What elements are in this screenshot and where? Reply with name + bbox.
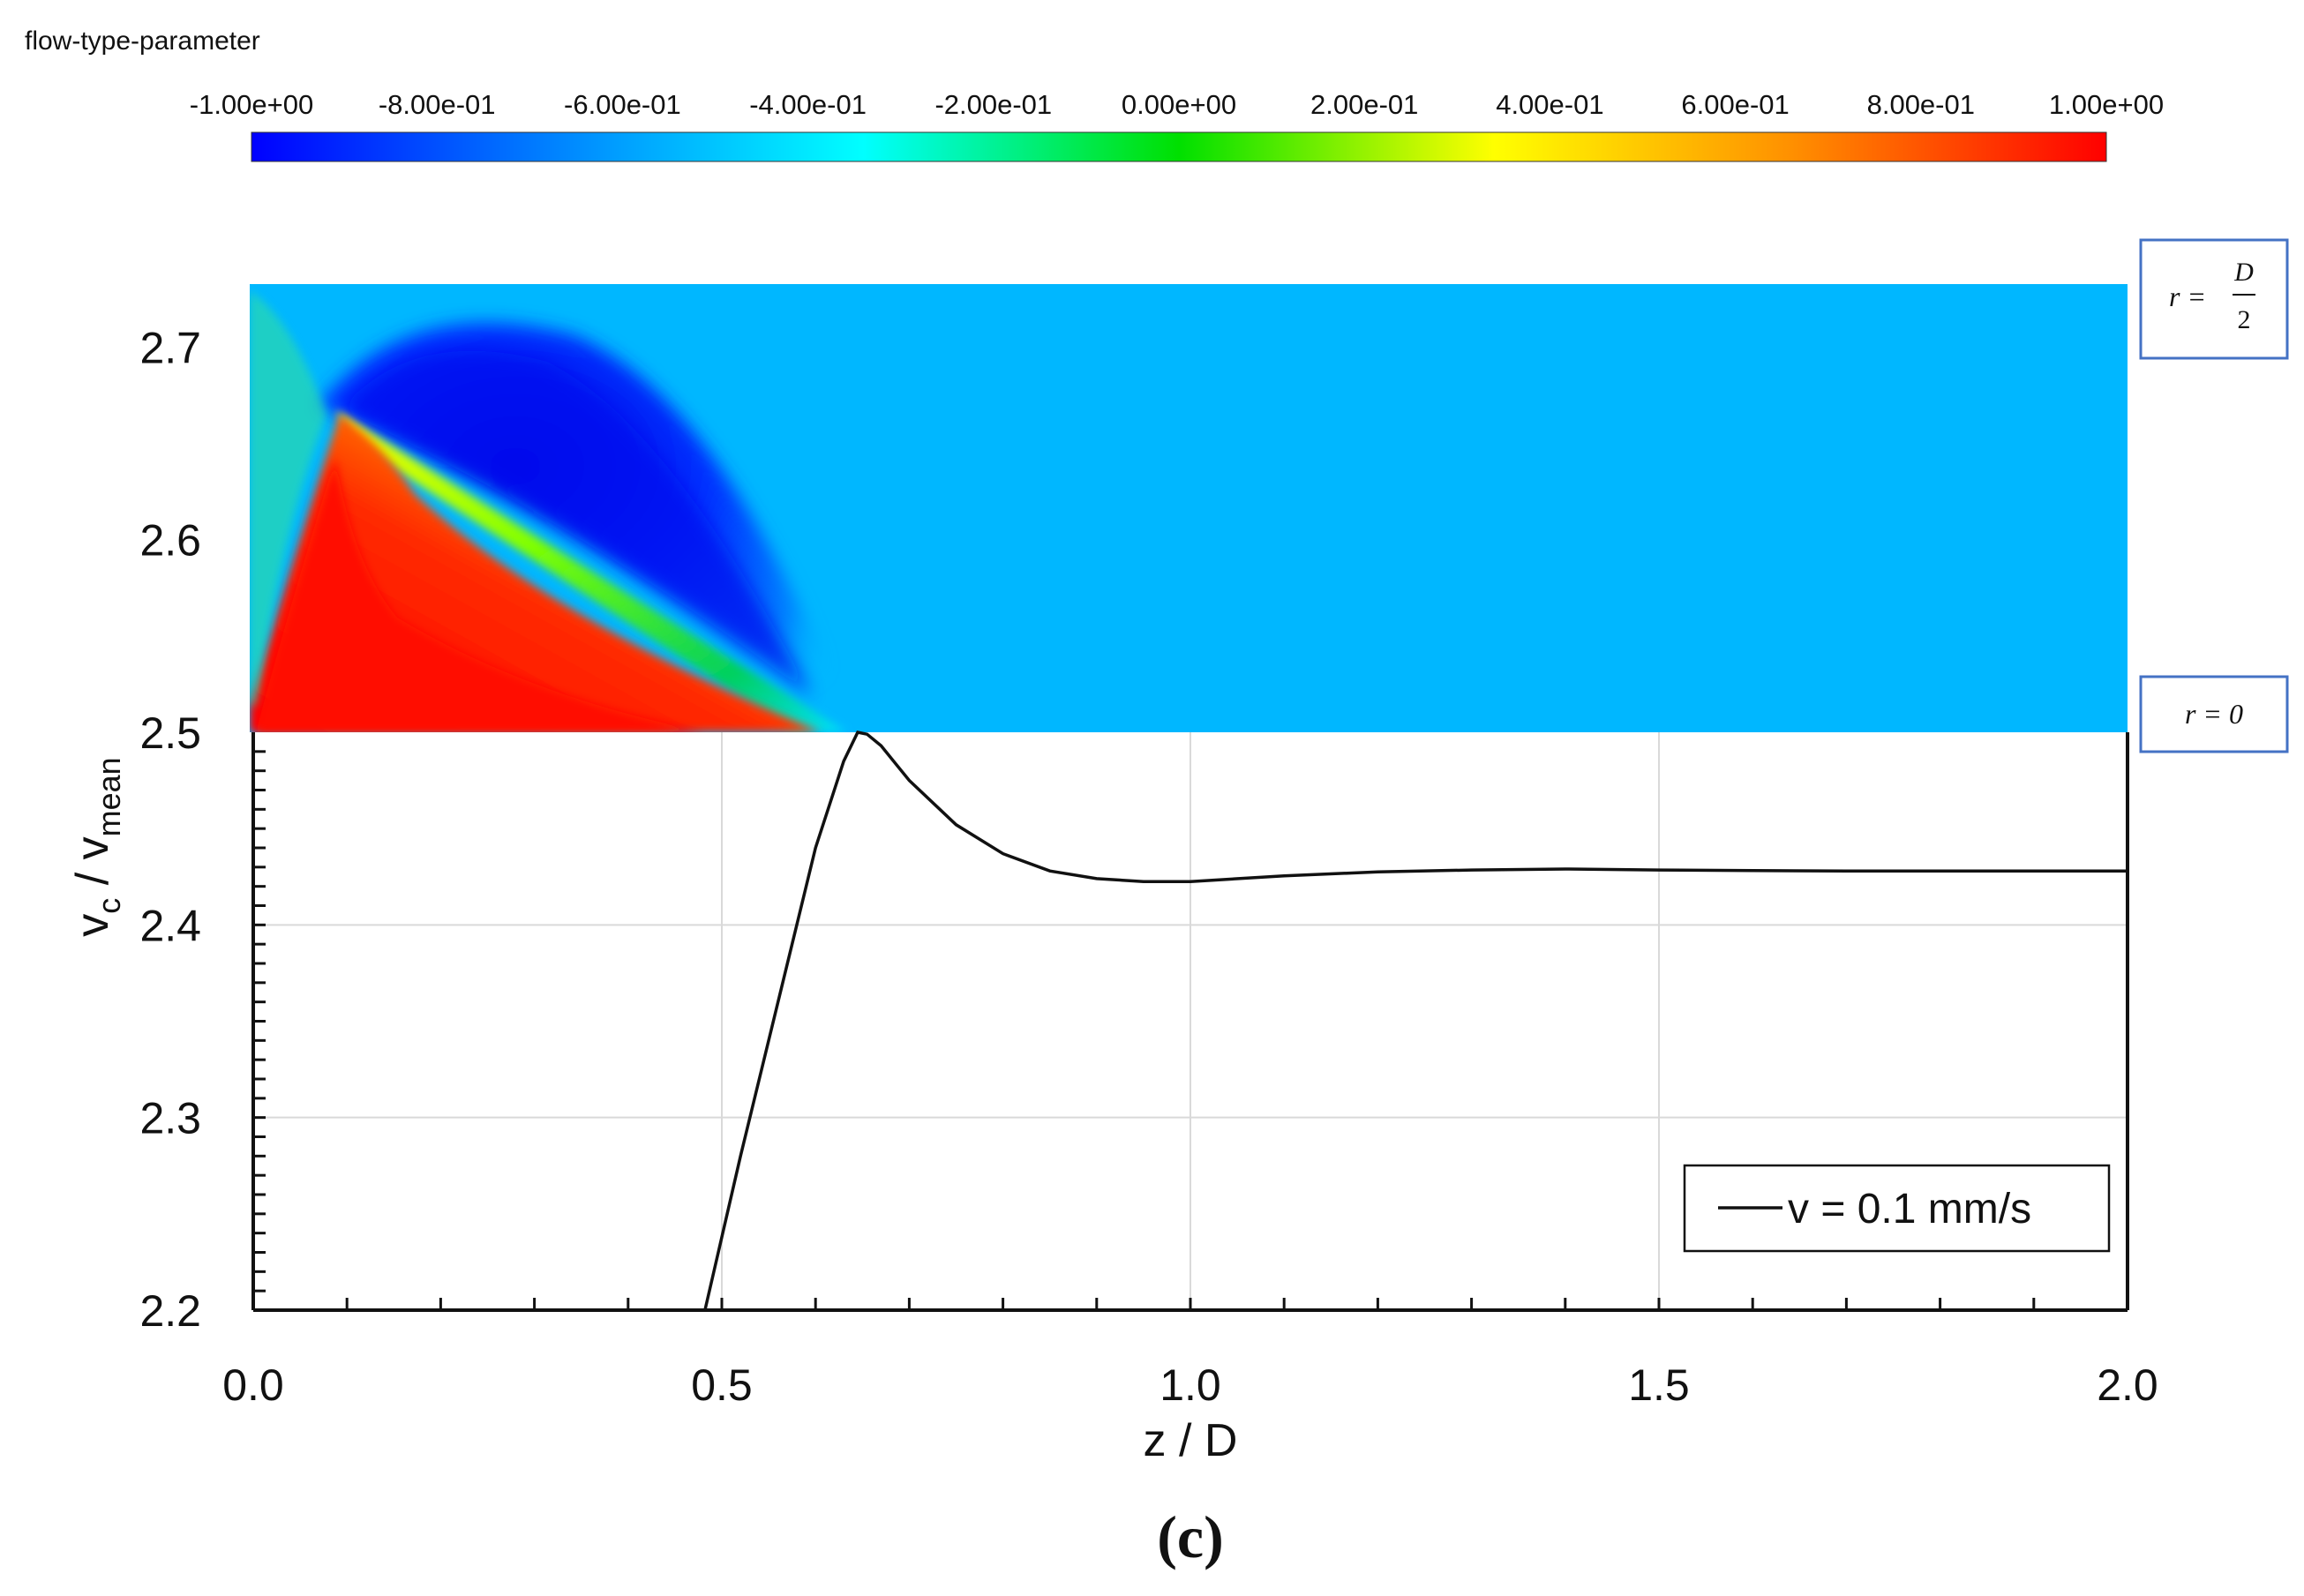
- x-tick-label: 1.0: [1160, 1360, 1221, 1410]
- y-label-sub2: mean: [91, 757, 127, 836]
- colorbar: flow-type-parameter -1.00e+00 -8.00e-01 -6…: [25, 26, 2164, 162]
- y-tick-label: 2.5: [139, 708, 201, 758]
- y-tick-label: 2.2: [139, 1286, 201, 1336]
- y-tick-label: 2.6: [139, 516, 201, 566]
- colorbar-tick-label: -1.00e+00: [190, 89, 313, 120]
- colorbar-tick-labels: -1.00e+00 -8.00e-01 -6.00e-01 -4.00e-01 -2.0…: [190, 89, 2164, 120]
- y-label-main: v: [67, 914, 118, 937]
- x-tick-labels: 0.0 0.5 1.0 1.5 2.0: [222, 1360, 2158, 1410]
- label-d-numerator: D: [2233, 258, 2254, 287]
- contour-label-bottom: r = 0: [2139, 675, 2289, 753]
- grid: [253, 732, 2128, 1310]
- colorbar-tick-label: 0.00e+00: [1122, 89, 1236, 120]
- y-label-sub1: c: [91, 898, 127, 914]
- colorbar-tick-label: 2.00e-01: [1310, 89, 1418, 120]
- y-label-sep: / v: [67, 836, 118, 897]
- legend-label: v = 0.1 mm/s: [1788, 1186, 2031, 1233]
- axes: [251, 732, 2129, 1312]
- x-axis-label: z / D: [1144, 1415, 1238, 1466]
- contour-label-top: r = D 2: [2139, 238, 2289, 360]
- contour-plot: [250, 284, 2128, 732]
- label-r-top: r =: [2169, 281, 2206, 312]
- colorbar-tick-label: 6.00e-01: [1681, 89, 1789, 120]
- x-tick-label: 2.0: [2097, 1360, 2158, 1410]
- x-tick-label: 1.5: [1628, 1360, 1690, 1410]
- colorbar-tick-label: 4.00e-01: [1496, 89, 1603, 120]
- contour-red-core: [256, 459, 706, 732]
- colorbar-tick-label: -8.00e-01: [379, 89, 496, 120]
- colorbar-tick-label: -2.00e-01: [934, 89, 1052, 120]
- colorbar-title: flow-type-parameter: [25, 26, 260, 56]
- y-tick-label: 2.4: [139, 901, 201, 950]
- contour-dark-blue-core: [344, 350, 812, 697]
- figure-caption: (c): [1157, 1503, 1223, 1570]
- label-d-denominator: 2: [2238, 305, 2251, 334]
- y-tick-labels: 2.2 2.3 2.4 2.5 2.6 2.7: [139, 323, 201, 1336]
- colorbar-tick-label: -4.00e-01: [749, 89, 867, 120]
- x-tick-label: 0.0: [222, 1360, 284, 1410]
- y-axis-label: vc / vmean: [67, 757, 127, 936]
- colorbar-tick-label: -6.00e-01: [564, 89, 681, 120]
- colorbar-tick-label: 1.00e+00: [2049, 89, 2164, 120]
- y-tick-label: 2.3: [139, 1094, 201, 1143]
- legend: v = 0.1 mm/s: [1683, 1164, 2111, 1253]
- colorbar-gradient: [251, 131, 2107, 162]
- colorbar-tick-label: 8.00e-01: [1867, 89, 1975, 120]
- contour-green-band: [335, 410, 847, 732]
- x-tick-label: 0.5: [691, 1360, 753, 1410]
- minor-ticks: [253, 750, 2036, 1310]
- line-chart: 0.0 0.5 1.0 1.5 2.0 2.2 2.3 2.4 2.5 2.6 2.7 z / D…: [67, 323, 2158, 1466]
- contour-left-edge: [250, 291, 326, 706]
- label-r-zero: r = 0: [2185, 698, 2243, 730]
- y-tick-label: 2.7: [139, 323, 201, 372]
- series-line-v-0-1: [703, 731, 2128, 1311]
